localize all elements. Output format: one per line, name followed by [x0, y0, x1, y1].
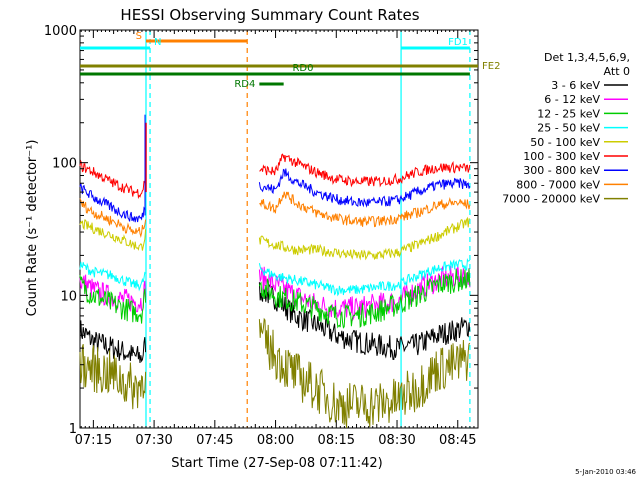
series-line-6-segment-1 — [79, 159, 147, 200]
x-tick-label-0745: 07:45 — [196, 433, 233, 448]
legend-header-line-2: Att 0 — [604, 65, 630, 78]
legend-label-1: 3 - 6 keV — [551, 79, 600, 92]
x-tick-label-0815: 08:15 — [318, 433, 355, 448]
plot-area: S N FD1 FE2 RD0 RD4 1 10 100 1000 07:15 07:30 07:45 0… — [44, 24, 501, 448]
y-tick-label-10: 10 — [60, 289, 77, 304]
series-line-3-segment-1 — [79, 274, 147, 324]
legend-label-2: 6 - 12 keV — [544, 93, 600, 106]
state-bar-label-rd0: RD0 — [292, 63, 313, 74]
legend-label-5: 50 - 100 keV — [530, 136, 600, 149]
y-tick-label-100: 100 — [52, 157, 77, 172]
legend-header-line-1: Det 1,3,4,5,6,9, — [544, 51, 630, 64]
legend-label-9: 7000 - 20000 keV — [502, 193, 600, 206]
series-line-4-segment-2 — [258, 258, 471, 297]
series-line-7-segment-2 — [258, 168, 471, 208]
legend-label-6: 100 - 300 keV — [523, 150, 600, 163]
state-bar-label-fd1: FD1 — [448, 37, 468, 48]
series-line-5-segment-1 — [79, 219, 147, 251]
state-bar-label-rd4: RD4 — [234, 79, 255, 90]
series-line-5-segment-2 — [258, 216, 470, 261]
legend-label-3: 12 - 25 keV — [537, 107, 600, 120]
legend-label-7: 300 - 800 keV — [523, 164, 600, 177]
legend-label-8: 800 - 7000 keV — [516, 178, 600, 191]
x-axis-label: Start Time (27-Sep-08 07:11:42) — [171, 456, 382, 471]
state-bar-label-s: S — [136, 31, 142, 42]
x-tick-label-0830: 08:30 — [378, 433, 415, 448]
y-axis-label: Count Rate (s⁻¹ detector⁻¹) — [25, 140, 40, 317]
x-tick-label-0715: 07:15 — [75, 433, 112, 448]
y-tick-label-1000: 1000 — [44, 24, 77, 39]
series-line-7-segment-1 — [79, 183, 146, 223]
series-line-2-segment-1 — [79, 274, 147, 313]
x-tick-label-0730: 07:30 — [135, 433, 172, 448]
date-stamp: 5-Jan-2010 03:46 — [575, 468, 636, 476]
series-line-6-segment-2 — [259, 153, 471, 188]
x-tick-label-0845: 08:45 — [439, 433, 476, 448]
series-line-4-segment-1 — [79, 261, 146, 292]
series-line-9-segment-1 — [79, 343, 147, 410]
x-tick-label-0800: 08:00 — [257, 433, 294, 448]
series-line-8-segment-1 — [79, 198, 147, 238]
chart-title: HESSI Observing Summary Count Rates — [120, 6, 419, 24]
plot-frame — [79, 29, 479, 429]
y-tick-label-1: 1 — [69, 422, 77, 437]
series-line-1-segment-1 — [79, 320, 147, 364]
series-line-9-segment-2 — [258, 317, 471, 429]
state-bar-label-n: N — [154, 37, 161, 48]
series-line-1-segment-2 — [258, 280, 471, 361]
series-line-3-segment-2 — [258, 268, 471, 329]
state-bar-label-fe2: FE2 — [482, 61, 500, 72]
series-line-8-segment-2 — [259, 191, 471, 228]
legend-label-4: 25 - 50 keV — [537, 122, 600, 135]
